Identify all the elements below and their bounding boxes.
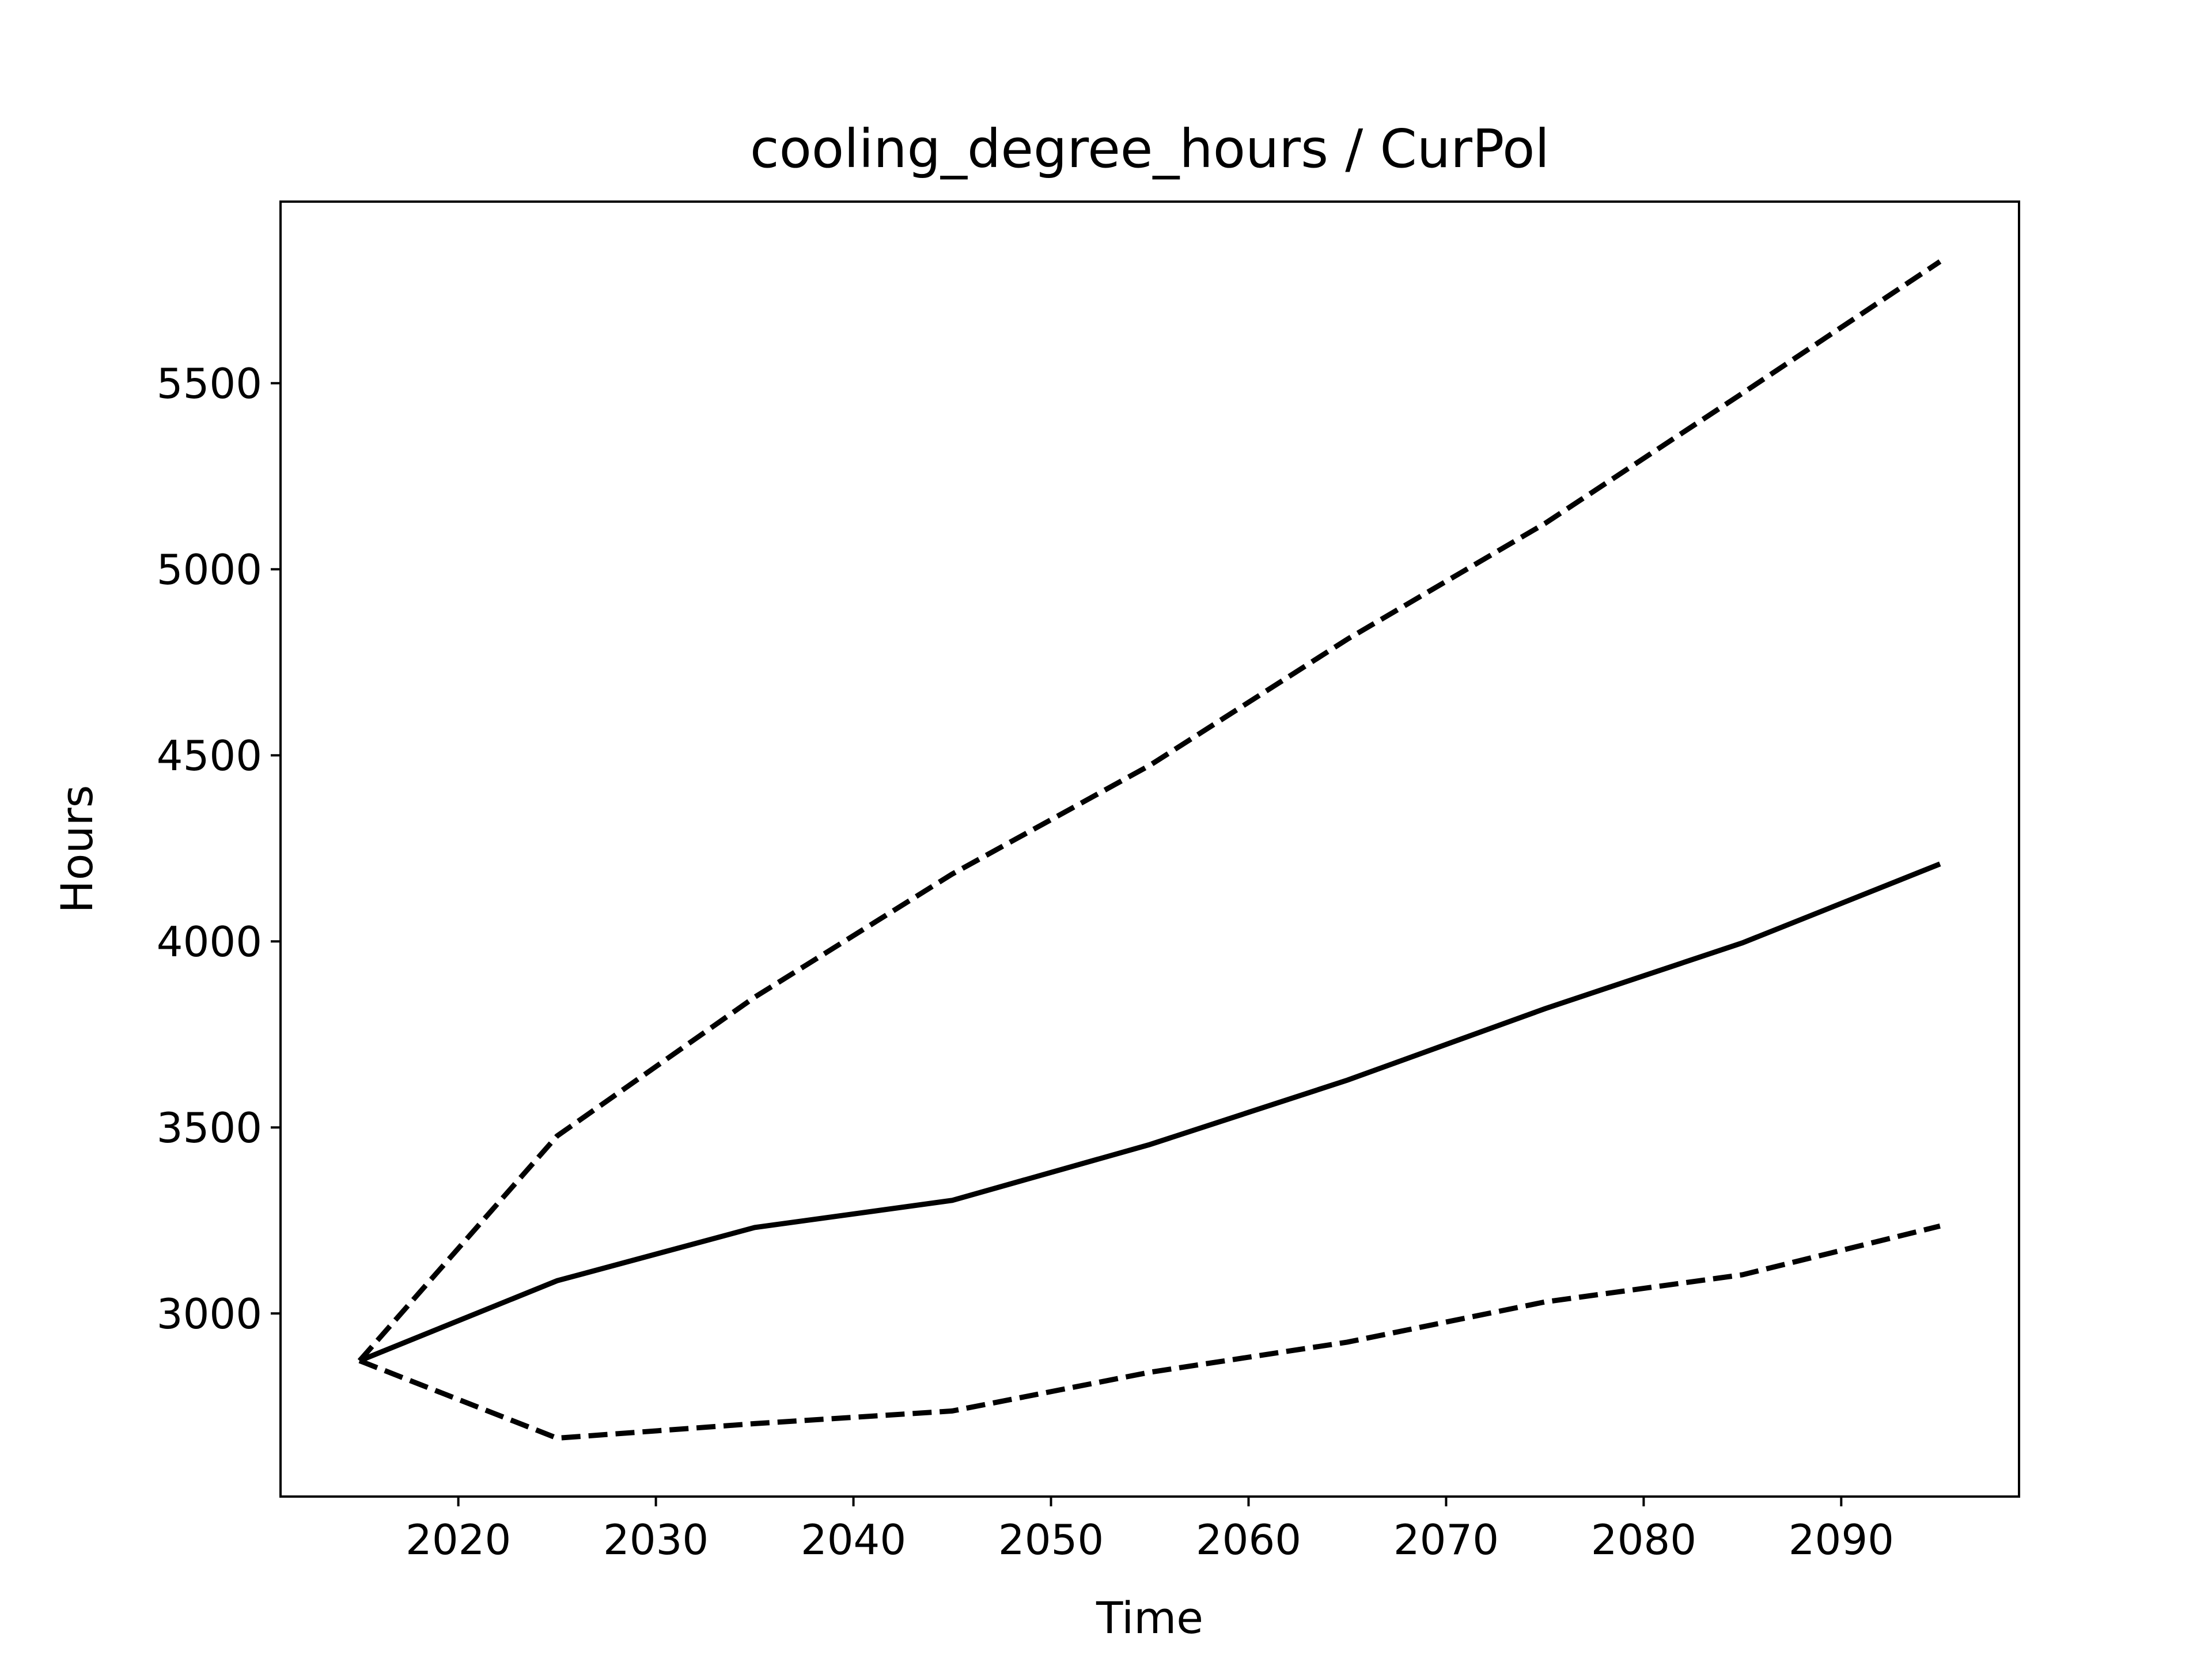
y-tick-label: 4000 xyxy=(157,918,262,966)
y-axis-label: Hours xyxy=(51,785,103,914)
x-tick-label: 2020 xyxy=(406,1516,511,1564)
x-tick-label: 2040 xyxy=(801,1516,906,1564)
plot-frame xyxy=(279,200,2020,1498)
y-tick-label: 4500 xyxy=(157,732,262,780)
x-axis-label: Time xyxy=(1096,1592,1203,1643)
x-tick-label: 2050 xyxy=(998,1516,1104,1564)
series-line xyxy=(358,861,1941,1363)
y-tick-label: 5000 xyxy=(157,546,262,594)
x-tick-label: 2080 xyxy=(1591,1516,1696,1564)
x-tick-label: 2070 xyxy=(1393,1516,1499,1564)
x-tick-label: 2030 xyxy=(603,1516,709,1564)
y-tick-label: 5500 xyxy=(157,359,262,408)
series-line xyxy=(358,1224,1941,1441)
x-tick-label: 2060 xyxy=(1196,1516,1301,1564)
x-tick-label: 2090 xyxy=(1789,1516,1894,1564)
chart-title: cooling_degree_hours / CurPol xyxy=(750,118,1550,180)
series-line xyxy=(357,259,1942,1363)
y-tick-label: 3500 xyxy=(157,1104,262,1152)
y-tick-label: 3000 xyxy=(157,1290,262,1338)
